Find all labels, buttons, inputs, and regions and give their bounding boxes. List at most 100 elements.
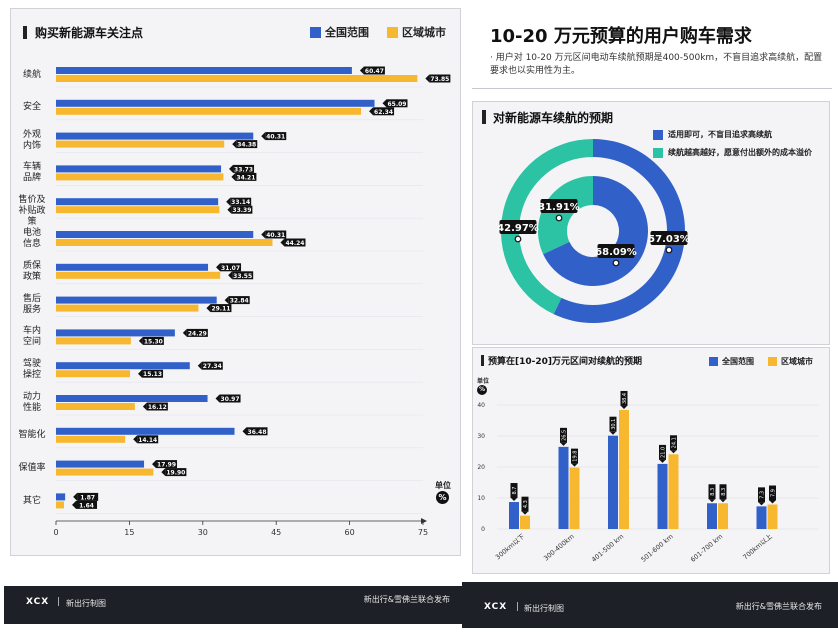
bar-regional xyxy=(520,515,530,529)
bar-regional xyxy=(56,337,131,345)
data-label-pointer xyxy=(261,132,266,141)
data-label-text: 31.07 xyxy=(221,265,240,272)
donut-label-box xyxy=(650,231,688,245)
data-label-box xyxy=(142,369,164,378)
bar-national xyxy=(56,460,145,468)
category-label: 智能化 xyxy=(15,430,49,441)
data-label: 33.14 xyxy=(226,197,252,206)
data-label-text: 73.85 xyxy=(430,76,449,83)
data-label-pointer xyxy=(659,459,666,463)
data-label-pointer xyxy=(369,107,374,116)
data-label-box xyxy=(210,304,232,313)
range-chart-title: 预算在[10-20]万元区间对续航的预期 xyxy=(488,357,643,367)
data-label-pointer xyxy=(142,402,147,411)
category-label-line: 空间 xyxy=(22,337,41,348)
data-label: 40.31 xyxy=(261,132,287,141)
category-label-line: 其它 xyxy=(22,495,41,506)
donut-label-box xyxy=(540,199,578,213)
data-label: 24.1 xyxy=(670,435,678,454)
data-label: 33.55 xyxy=(228,271,254,280)
bar-regional xyxy=(718,503,728,529)
donut-label-text: 57.03% xyxy=(648,234,690,245)
x-tick-label: 0 xyxy=(53,528,58,537)
data-label-box xyxy=(233,164,255,173)
data-label-box xyxy=(220,263,242,272)
data-label-text: 34.38 xyxy=(237,142,256,149)
donut-label-marker xyxy=(612,259,620,267)
data-label-box xyxy=(609,416,617,432)
x-tick-label: 700km以上 xyxy=(741,531,774,561)
donut-title-accent xyxy=(482,110,486,124)
data-label: 34.21 xyxy=(231,172,257,181)
outer-ring-slice xyxy=(553,139,685,323)
data-label-pointer xyxy=(242,427,247,436)
data-label-pointer xyxy=(229,164,234,173)
data-label-pointer xyxy=(610,431,616,435)
data-label-box xyxy=(236,140,258,149)
data-label: 31.07 xyxy=(216,263,242,272)
legend-label-high-range: 续航越高越好，愿意付出额外的成本溢价 xyxy=(668,148,812,157)
data-label-box xyxy=(230,197,252,206)
data-label: 36.48 xyxy=(242,427,268,436)
data-label-box xyxy=(659,444,666,460)
legend-swatch-regional xyxy=(387,26,398,38)
data-label: 15.13 xyxy=(138,369,164,378)
data-label-text: 62.34 xyxy=(374,109,393,116)
data-label-text: 4.3 xyxy=(523,500,529,508)
data-label-text: 24.29 xyxy=(188,330,207,337)
category-label-line: 驾驶 xyxy=(22,359,41,370)
data-label-text: 33.73 xyxy=(234,166,253,173)
data-label-pointer xyxy=(227,205,232,214)
donut-title: 对新能源车续航的预期 xyxy=(493,111,614,125)
data-label-text: 29.11 xyxy=(211,306,230,313)
data-label: 19.90 xyxy=(161,468,187,477)
bar-national xyxy=(56,362,190,370)
category-label-line: 补贴政策 xyxy=(18,206,46,228)
data-label-box xyxy=(265,132,287,141)
data-label: 60.47 xyxy=(359,66,385,75)
range-unit-label: 单位 xyxy=(477,378,490,385)
x-tick-label: 45 xyxy=(271,528,281,537)
data-label-pointer xyxy=(382,99,387,108)
donut-label-inner-1: 68.09% xyxy=(595,244,637,267)
range-title-accent xyxy=(481,355,484,366)
range-unit-badge: % xyxy=(477,385,487,395)
data-label-text: 26.5 xyxy=(562,430,568,441)
data-label: 29.11 xyxy=(206,304,232,313)
x-tick-label: 601-700 km xyxy=(689,532,724,563)
data-label-text: 30.1 xyxy=(611,419,617,430)
data-label-box xyxy=(142,336,164,345)
legend-swatch-national xyxy=(310,26,321,38)
data-label-pointer xyxy=(197,361,202,370)
data-label-box xyxy=(201,361,223,370)
vertical-bar-chart: 0 10 20 30 40 8.7 4.3 300km以下 26.5 19.8 300-400km 3… xyxy=(477,390,819,564)
x-tick-label: 401-500 km xyxy=(590,532,625,563)
data-label-box xyxy=(510,483,518,499)
data-label-text: 36.48 xyxy=(248,429,267,436)
data-label-text: 15.30 xyxy=(144,338,163,345)
data-label-pointer xyxy=(560,442,567,446)
data-label-pointer xyxy=(182,328,187,337)
left-legend: 全国范围 区域城市 xyxy=(310,24,446,40)
bar-regional xyxy=(767,504,778,529)
data-label-pointer xyxy=(133,435,138,444)
x-tick-label: 501-600 km xyxy=(640,532,675,563)
data-label-pointer xyxy=(621,405,627,409)
donut-label-text: 42.97% xyxy=(497,223,539,234)
data-label: 16.12 xyxy=(142,402,168,411)
footer-logo: XCX xyxy=(26,597,50,607)
data-label-text: 19.90 xyxy=(166,470,185,477)
footer-right: XCX 新出行制图 新出行&雪佛兰联合发布 xyxy=(462,582,838,628)
data-label-text: 1.64 xyxy=(79,502,94,509)
donut-legend-1: 适用即可，不盲目追求高续航 xyxy=(653,129,772,140)
data-label-pointer xyxy=(138,336,143,345)
data-label: 8.3 xyxy=(719,484,727,503)
data-label-pointer xyxy=(224,296,229,305)
category-label-line: 车内 xyxy=(22,326,41,337)
outer-ring-slice xyxy=(500,139,593,315)
data-label-box xyxy=(560,427,567,443)
bar-national xyxy=(56,329,175,337)
bar-regional xyxy=(56,271,221,279)
donut-label-inner-2: 31.91% xyxy=(538,199,580,222)
data-label-pointer xyxy=(232,140,237,149)
